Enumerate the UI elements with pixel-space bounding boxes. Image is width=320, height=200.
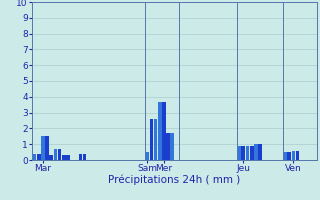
Bar	[166, 133, 170, 160]
Bar	[158, 102, 162, 160]
Bar	[53, 149, 57, 160]
Bar	[162, 102, 166, 160]
Bar	[79, 154, 82, 160]
Bar	[237, 146, 241, 160]
Bar	[37, 154, 41, 160]
Bar	[254, 144, 258, 160]
Bar	[66, 155, 70, 160]
Bar	[258, 144, 262, 160]
Bar	[241, 146, 245, 160]
Bar	[149, 119, 153, 160]
Bar	[58, 149, 61, 160]
Bar	[62, 155, 66, 160]
Bar	[250, 146, 253, 160]
X-axis label: Précipitations 24h ( mm ): Précipitations 24h ( mm )	[108, 175, 241, 185]
Bar	[154, 119, 157, 160]
Bar	[83, 154, 86, 160]
Bar	[246, 146, 249, 160]
Bar	[283, 152, 287, 160]
Bar	[287, 152, 291, 160]
Bar	[49, 155, 53, 160]
Bar	[292, 151, 295, 160]
Bar	[41, 136, 45, 160]
Bar	[296, 151, 300, 160]
Bar	[45, 136, 49, 160]
Bar	[171, 133, 174, 160]
Bar	[145, 152, 149, 160]
Bar	[33, 154, 36, 160]
